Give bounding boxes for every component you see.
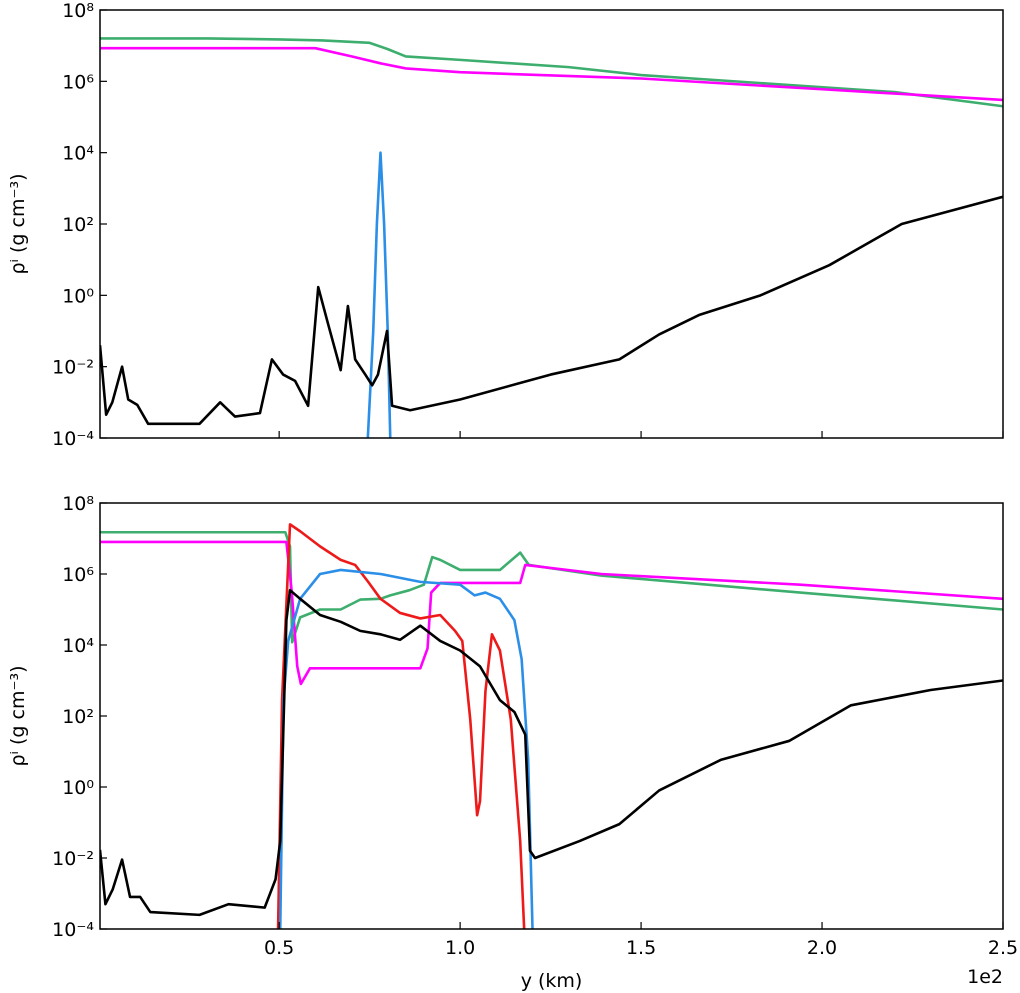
y-tick-label: 10⁻⁴ [52, 428, 94, 450]
data-line [100, 530, 1003, 644]
y-tick-label: 10⁶ [62, 564, 94, 586]
data-line [100, 195, 1003, 426]
panel: 10⁻⁴ 10⁻² 10⁰ 10² 10⁴ 10⁶ 10⁸ 0.5 1.0 1.5 2.0 2.5 ρⁱ… [7, 493, 1018, 992]
data-line [366, 151, 392, 438]
y-tick-label: 10⁻² [52, 357, 94, 379]
y-tick-label: 10⁶ [62, 71, 94, 93]
y-tick-label: 10² [62, 214, 94, 236]
plot-lines [100, 37, 1003, 438]
x-tick-label: 1.0 [445, 937, 475, 959]
y-tick-label: 10⁰ [62, 777, 94, 799]
data-line [278, 568, 534, 929]
x-tick-label: 2.0 [807, 937, 837, 959]
y-axis-label: ρⁱ (g cm⁻³) [7, 665, 29, 766]
y-tick-label: 10⁸ [62, 493, 94, 515]
y-tick-label: 10² [62, 706, 94, 728]
x-axis-label: y (km) [521, 970, 583, 992]
y-tick-label: 10⁴ [62, 143, 94, 165]
y-tick-label: 10⁻⁴ [52, 919, 94, 941]
y-axis-label: ρⁱ (g cm⁻³) [7, 173, 29, 274]
y-tick-label: 10⁻² [52, 848, 94, 870]
data-line [100, 540, 1003, 686]
x-offset-label: 1e2 [967, 966, 1003, 988]
data-line [276, 523, 526, 929]
data-line [100, 37, 1003, 108]
y-tick-label: 10⁸ [62, 0, 94, 22]
y-tick-label: 10⁴ [62, 635, 94, 657]
panel: 10⁻⁴ 10⁻² 10⁰ 10² 10⁴ 10⁶ 10⁸ ρⁱ (g cm⁻³) [7, 0, 1004, 450]
x-tick-label: 1.5 [626, 937, 656, 959]
data-line [100, 588, 1003, 917]
y-tick-label: 10⁰ [62, 285, 94, 307]
x-tick-label: 2.5 [988, 937, 1018, 959]
plot-lines [100, 523, 1003, 929]
x-tick-label: 0.5 [264, 937, 294, 959]
data-line [100, 46, 1003, 102]
